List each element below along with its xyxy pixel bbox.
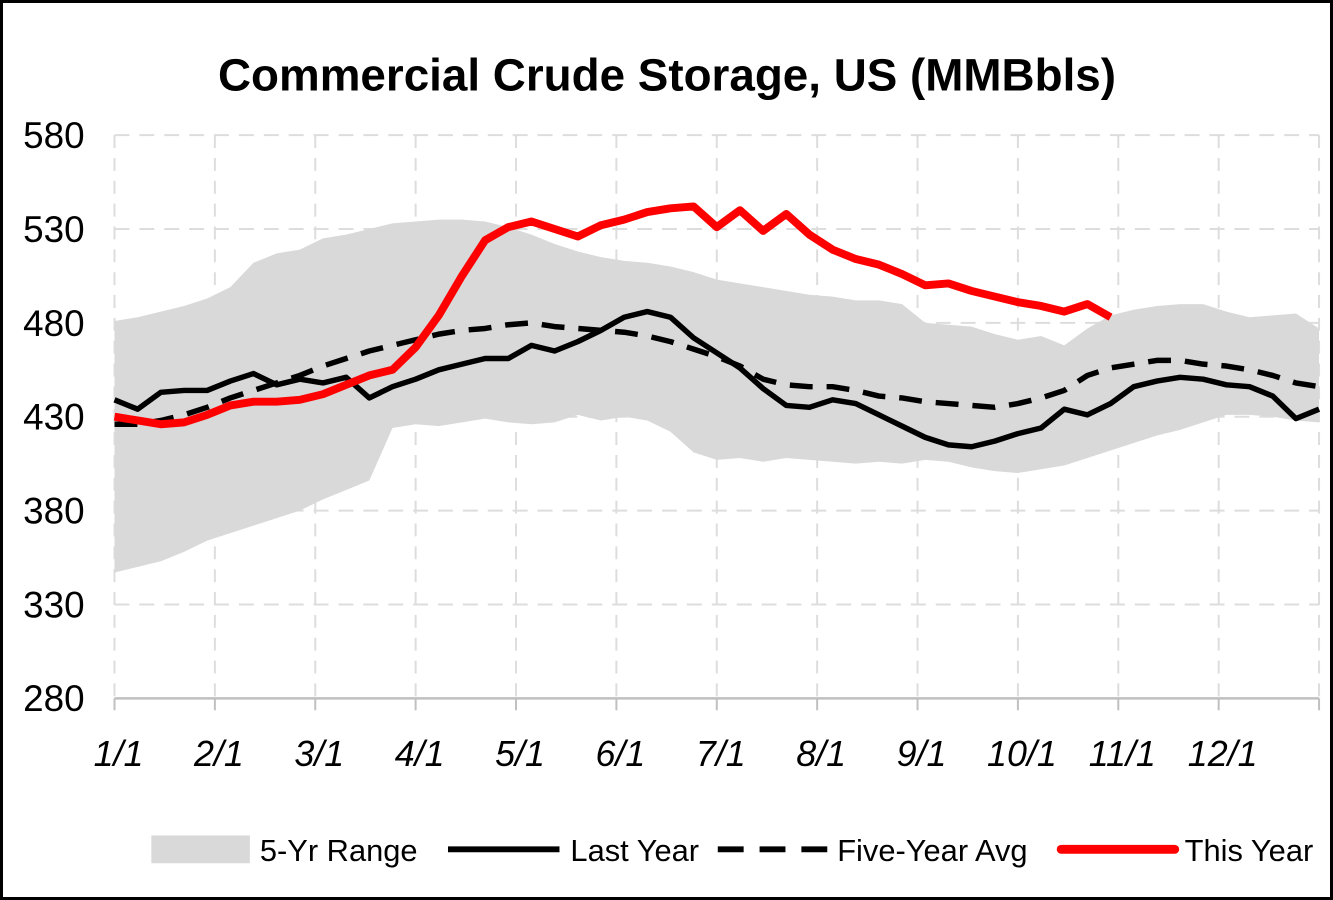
data-series-lines bbox=[113, 202, 1321, 450]
y-axis-label: 430 bbox=[23, 397, 84, 438]
legend-label: 5-Yr Range bbox=[260, 833, 418, 868]
chart-title: Commercial Crude Storage, US (MMBbls) bbox=[218, 49, 1116, 100]
x-axis-label: 10/1 bbox=[987, 734, 1057, 774]
x-axis-label: 11/1 bbox=[1089, 734, 1156, 774]
five-year-range-band bbox=[114, 219, 1320, 573]
five-year-range-area bbox=[114, 219, 1320, 573]
x-axis-label: 9/1 bbox=[897, 734, 947, 774]
x-axis-label: 6/1 bbox=[595, 734, 645, 774]
y-axis-label: 380 bbox=[23, 491, 84, 532]
last-year-line bbox=[113, 308, 1321, 450]
crude-storage-line-chart: Commercial Crude Storage, US (MMBbls) 58… bbox=[23, 49, 1321, 868]
x-axis-label: 2/1 bbox=[193, 734, 244, 774]
x-axis-label: 8/1 bbox=[796, 734, 846, 774]
x-axis-label: 3/1 bbox=[294, 734, 344, 774]
this-year-line bbox=[113, 202, 1113, 429]
x-axis-labels: 1/1 2/1 3/1 4/1 5/1 6/1 7/1 8/1 9/1 10/1 11/1 12/1 bbox=[94, 734, 1258, 774]
legend-label: This Year bbox=[1185, 833, 1314, 868]
y-axis-labels: 580 530 480 430 380 330 280 bbox=[23, 115, 84, 719]
legend-label: Last Year bbox=[570, 833, 699, 868]
y-axis-label: 280 bbox=[23, 678, 84, 719]
x-axis-label: 1/1 bbox=[94, 734, 144, 774]
legend-swatch-band bbox=[151, 835, 250, 864]
x-axis-label: 7/1 bbox=[696, 734, 746, 774]
y-axis-label: 330 bbox=[23, 584, 84, 625]
axis-lines bbox=[113, 697, 1321, 711]
y-axis-label: 530 bbox=[23, 209, 84, 250]
chart-legend: 5-Yr Range Last Year Five-Year Avg This Yea… bbox=[151, 833, 1313, 868]
y-axis-label: 480 bbox=[23, 303, 84, 344]
five-year-avg-line bbox=[114, 320, 1320, 427]
y-axis-label: 580 bbox=[23, 115, 84, 156]
x-axis-label: 4/1 bbox=[395, 734, 445, 774]
x-axis-label: 5/1 bbox=[495, 734, 545, 774]
x-axis-label: 12/1 bbox=[1188, 734, 1258, 774]
legend-label: Five-Year Avg bbox=[837, 833, 1027, 868]
